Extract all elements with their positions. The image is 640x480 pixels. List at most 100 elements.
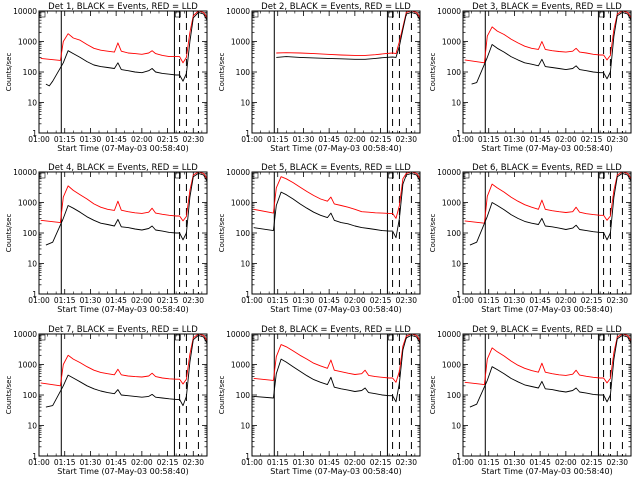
corner-box: [388, 334, 394, 341]
y-tick-label: 10000: [13, 7, 37, 16]
x-tick-label: 02:00: [131, 458, 153, 467]
corner-box: [175, 334, 181, 341]
panel-det-7: Det 7, BLACK = Events, RED = LLD 1 10 100 10…: [5, 325, 208, 476]
series-events: [471, 11, 632, 85]
x-tick-label: 02:00: [555, 296, 577, 305]
series-lld: [253, 333, 421, 383]
y-tick-label: 1000: [18, 38, 37, 47]
x-tick-label: 01:00: [28, 458, 50, 467]
x-tick-label: 02:30: [395, 296, 417, 305]
plot-frame: [251, 333, 421, 457]
x-tick-label: 01:30: [504, 458, 526, 467]
y-tick-label: 100: [236, 391, 251, 400]
series-lld: [464, 171, 632, 224]
x-tick-label: 02:30: [182, 135, 204, 144]
y-tick-label: 10: [240, 422, 250, 431]
y-tick-label: 1: [456, 290, 461, 299]
y-tick-label: 1000: [442, 38, 461, 47]
series-events: [45, 334, 208, 408]
x-tick-label: 01:15: [478, 135, 500, 144]
series-events: [45, 172, 208, 246]
panel-title: Det 7, BLACK = Events, RED = LLD: [48, 325, 198, 335]
y-tick-label: 10000: [13, 168, 37, 177]
panel-title: Det 4, BLACK = Events, RED = LLD: [48, 163, 198, 173]
x-axis-label: Start Time (07-May-03 00:58:40): [57, 467, 188, 476]
plot-frame: [462, 333, 632, 457]
panel-det-5: Det 5, BLACK = Events, RED = LLD 1 10 100 10…: [218, 163, 421, 314]
x-tick-label: 01:30: [80, 296, 102, 305]
x-tick-label: 02:00: [131, 135, 153, 144]
x-tick-label: 02:00: [555, 135, 577, 144]
y-tick-label: 1000: [442, 361, 461, 370]
corner-box: [599, 11, 605, 18]
panel-det-1: Det 1, BLACK = Events, RED = LLD 1 10 100 10…: [5, 2, 208, 153]
x-tick-label: 02:15: [157, 135, 179, 144]
x-tick-label: 01:45: [529, 135, 551, 144]
corner-box: [39, 334, 46, 341]
y-tick-label: 10: [240, 99, 250, 108]
x-axis-label: Start Time (07-May-03 00:58:40): [481, 305, 612, 314]
x-axis-label: Start Time (07-May-03 00:58:40): [57, 144, 188, 153]
x-tick-label: 02:30: [395, 458, 417, 467]
x-tick-label: 01:30: [504, 296, 526, 305]
panel-title: Det 2, BLACK = Events, RED = LLD: [261, 2, 411, 12]
series-events: [469, 334, 632, 408]
series-lld: [464, 10, 632, 64]
panel-title: Det 5, BLACK = Events, RED = LLD: [261, 163, 411, 173]
x-tick-label: 01:15: [267, 135, 289, 144]
y-axis-label: Counts/sec: [5, 53, 13, 92]
y-tick-label: 1: [245, 452, 250, 461]
x-tick-label: 01:30: [293, 135, 315, 144]
x-axis-label: Start Time (07-May-03 00:58:40): [270, 144, 401, 153]
x-tick-label: 02:30: [395, 135, 417, 144]
y-tick-label: 100: [236, 229, 251, 238]
y-tick-label: 10000: [437, 7, 461, 16]
series-lld: [464, 333, 632, 386]
corner-box: [599, 334, 605, 341]
plot-frame: [462, 10, 632, 134]
y-axis-label: Counts/sec: [218, 53, 226, 92]
x-tick-label: 01:00: [241, 296, 263, 305]
x-tick-label: 01:00: [241, 135, 263, 144]
x-tick-label: 01:15: [478, 296, 500, 305]
x-tick-label: 02:15: [581, 135, 603, 144]
x-axis-label: Start Time (07-May-03 00:58:40): [57, 305, 188, 314]
panel-title: Det 6, BLACK = Events, RED = LLD: [472, 163, 622, 173]
x-tick-label: 02:15: [157, 296, 179, 305]
y-tick-label: 10: [27, 99, 37, 108]
x-tick-label: 01:45: [529, 296, 551, 305]
y-axis-label: Counts/sec: [5, 376, 13, 415]
x-tick-label: 01:00: [452, 296, 474, 305]
corner-box: [463, 11, 470, 18]
corner-box: [175, 172, 181, 179]
x-tick-label: 02:15: [370, 135, 392, 144]
y-tick-label: 100: [23, 229, 38, 238]
y-axis-label: Counts/sec: [218, 376, 226, 415]
x-tick-label: 01:00: [452, 458, 474, 467]
x-tick-label: 01:30: [80, 458, 102, 467]
y-tick-label: 1: [456, 452, 461, 461]
series-lld: [253, 171, 421, 219]
y-tick-label: 1: [245, 129, 250, 138]
corner-box: [388, 172, 394, 179]
series-events: [253, 334, 421, 403]
corner-box: [39, 11, 46, 18]
x-tick-label: 02:30: [182, 458, 204, 467]
y-tick-label: 10000: [226, 168, 250, 177]
panel-det-4: Det 4, BLACK = Events, RED = LLD 1 10 100 10…: [5, 163, 208, 314]
series-lld: [40, 333, 208, 387]
y-axis-label: Counts/sec: [5, 214, 13, 253]
x-tick-label: 01:45: [318, 458, 340, 467]
x-tick-label: 01:00: [28, 135, 50, 144]
x-tick-label: 01:00: [28, 296, 50, 305]
x-tick-label: 01:45: [318, 296, 340, 305]
x-tick-label: 02:15: [370, 296, 392, 305]
corner-box: [388, 11, 394, 18]
y-tick-label: 100: [447, 229, 462, 238]
series-lld: [276, 10, 421, 56]
y-axis-label: Counts/sec: [429, 214, 437, 253]
x-tick-label: 01:15: [54, 296, 76, 305]
corner-box: [463, 334, 470, 341]
series-lld: [40, 10, 208, 64]
